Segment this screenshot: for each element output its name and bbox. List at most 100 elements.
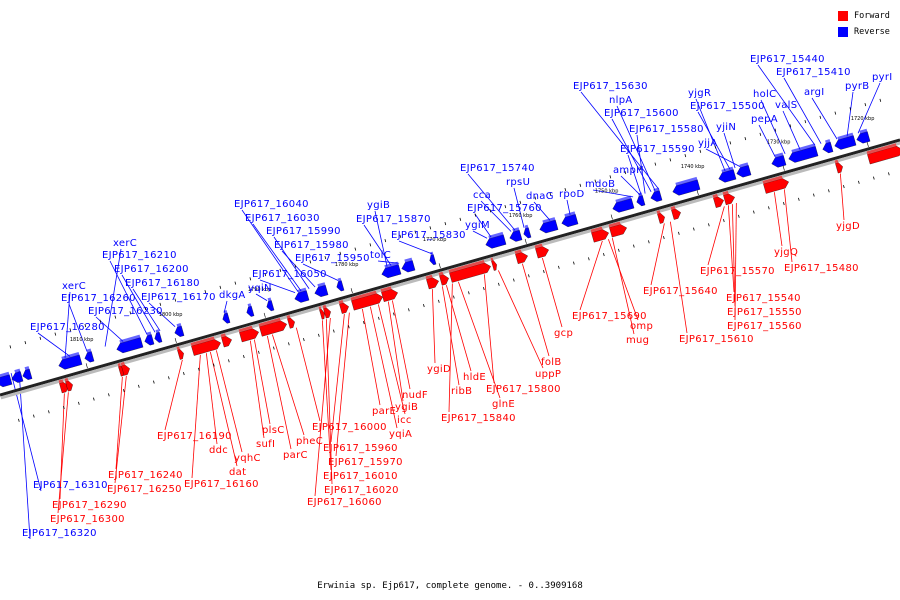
reverse-gene-label: rpsU [506, 177, 530, 188]
forward-gene-bevel [380, 286, 392, 293]
reverse-gene [266, 300, 275, 312]
reverse-gene-label: cca [473, 190, 491, 201]
reverse-gene-bevel [721, 166, 734, 173]
minor-tick [579, 183, 582, 187]
forward-gene-label: omp [630, 321, 653, 332]
minor-tick [498, 282, 500, 286]
reverse-leader [757, 64, 816, 146]
reverse-leader [104, 248, 122, 347]
forward-gene-label: EJP617_15480 [784, 263, 859, 274]
forward-gene-label: uppP [535, 369, 561, 380]
minor-tick [309, 260, 312, 264]
minor-tick [609, 175, 612, 179]
reverse-gene [788, 146, 819, 163]
forward-gene-label: EJP617_15560 [727, 321, 802, 332]
reverse-leader [760, 99, 786, 155]
minor-tick [573, 261, 575, 265]
minor-tick [759, 132, 762, 136]
forward-gene-label: glnE [492, 399, 515, 410]
reverse-gene-label: EJP617_16170 [141, 292, 216, 303]
forward-gene-label: ribB [451, 386, 472, 397]
minor-tick [243, 355, 245, 359]
minor-tick [564, 188, 567, 192]
minor-tick [693, 227, 695, 231]
forward-genes [58, 143, 900, 394]
minor-tick [18, 418, 20, 422]
minor-tick [228, 359, 230, 363]
reverse-leader [636, 134, 646, 194]
reverse-gene-bevel [86, 348, 92, 353]
forward-gene-label: yjgD [836, 221, 860, 232]
minor-tick [663, 236, 665, 240]
reverse-leader [363, 224, 392, 266]
minor-tick [444, 222, 447, 226]
forward-gene-label: EJP617_15840 [441, 413, 516, 424]
forward-gene-label: EJP617_15960 [323, 443, 398, 454]
forward-gene-bevel [176, 346, 180, 350]
reverse-gene-label: EJP617_15590 [620, 144, 695, 155]
reverse-gene [11, 371, 24, 383]
minor-tick [618, 248, 620, 252]
tick-label: 1770 kbp [423, 237, 447, 243]
minor-tick [549, 192, 552, 196]
reverse-gene-bevel [739, 162, 749, 168]
minor-tick [558, 265, 560, 269]
reverse-leader [758, 124, 776, 157]
reverse-gene [84, 351, 95, 363]
forward-leader [115, 376, 123, 470]
forward-leader [579, 240, 603, 311]
minor-tick [879, 98, 882, 102]
forward-gene-bevel [712, 193, 718, 199]
forward-gene-label: ygiD [427, 364, 451, 375]
minor-tick [429, 226, 432, 230]
forward-gene-label: EJP617_16010 [323, 471, 398, 482]
reverse-gene-label: ygiM [465, 220, 490, 231]
forward-swatch [838, 11, 848, 21]
forward-leader [361, 308, 381, 406]
forward-leader [731, 204, 736, 307]
forward-gene-label: gcp [554, 328, 573, 339]
minor-tick [468, 291, 470, 295]
forward-gene-bevel [338, 300, 344, 305]
minor-tick [843, 185, 845, 189]
minor-tick [129, 311, 132, 315]
minor-tick [33, 414, 35, 418]
forward-gene [591, 229, 609, 243]
forward-gene-label: nudF [402, 390, 428, 401]
reverse-gene-bevel [488, 231, 504, 239]
reverse-gene [523, 227, 532, 239]
reverse-gene-bevel [837, 132, 854, 140]
forward-gene [177, 349, 184, 360]
legend-item-reverse: Reverse [838, 25, 890, 39]
minor-tick [189, 294, 192, 298]
reverse-gene-label: EJP617_15500 [690, 101, 765, 112]
forward-leader [387, 301, 404, 402]
reverse-leader [148, 302, 176, 327]
minor-tick [303, 338, 305, 342]
reverse-gene [144, 334, 155, 346]
reverse-swatch [838, 27, 848, 37]
reverse-gene-bevel [859, 128, 868, 134]
forward-gene-bevel [64, 377, 69, 382]
minor-tick [828, 189, 830, 193]
forward-gene-label: EJP617_16300 [50, 514, 125, 525]
forward-gene-label: EJP617_16240 [108, 470, 183, 481]
minor-tick [258, 350, 260, 354]
forward-label: Forward [854, 11, 890, 21]
reverse-gene-label: EJP617_15990 [266, 226, 341, 237]
reverse-gene-label: EJP617_15600 [604, 108, 679, 119]
reverse-gene-bevel [317, 282, 326, 288]
forward-gene-bevel [58, 379, 64, 384]
forward-leader [611, 238, 635, 335]
label-leaders [10, 64, 881, 540]
reverse-gene-bevel [267, 297, 272, 302]
reverse-gene [561, 214, 579, 227]
forward-gene-bevel [286, 315, 291, 319]
forward-gene [287, 317, 295, 329]
forward-leader [457, 281, 501, 399]
forward-gene-label: dat [229, 467, 246, 478]
reverse-leader [68, 303, 88, 352]
minor-tick [393, 312, 395, 316]
forward-gene-bevel [514, 249, 522, 255]
minor-tick [249, 277, 252, 281]
